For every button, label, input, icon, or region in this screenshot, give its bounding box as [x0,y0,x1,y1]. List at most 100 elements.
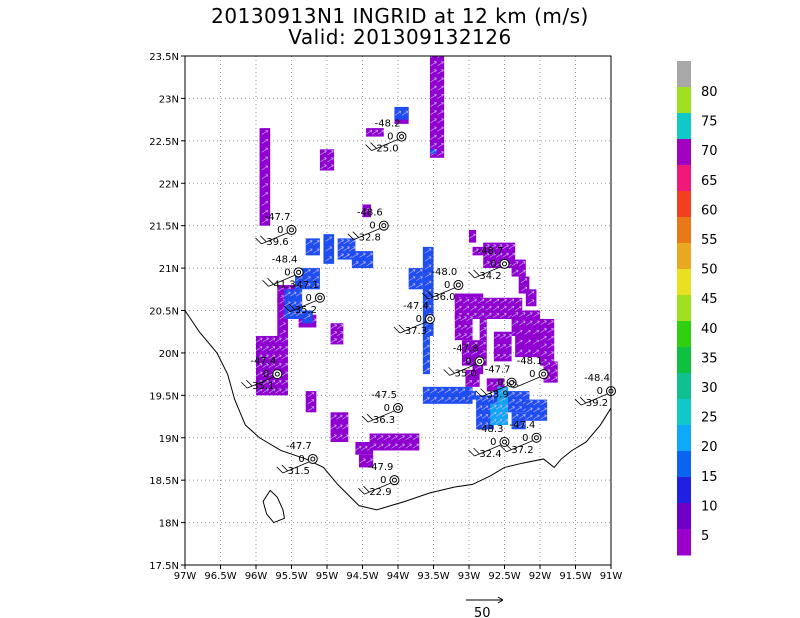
station-pressure: 0 [306,293,312,304]
wind-vector [365,129,373,135]
wind-vector [455,305,462,311]
colorbar-band [677,191,691,218]
wind-vector [268,380,276,385]
wind-vector [437,69,444,75]
wind-vector [423,360,430,365]
wind-vector [290,291,297,297]
station-speed: 39.2 [586,398,608,409]
station-temperature: -47.1 [293,280,319,291]
wind-vector [423,352,430,358]
wind-vector [532,349,540,355]
wind-vector [325,256,333,262]
wind-vector [454,333,462,339]
wind-vector [499,334,506,339]
wind-vector [465,380,473,385]
wind-vector [352,252,359,258]
wind-vector [430,388,437,394]
wind-vector [498,382,505,387]
y-tick-label: 19N [159,434,179,445]
wind-vector [307,399,315,404]
wind-vector [398,443,405,449]
wind-vector [366,252,373,258]
station-inner-circle [296,269,302,275]
wind-vector [366,261,373,267]
wind-vector [524,329,531,335]
station-inner-circle [427,316,433,322]
wind-vector [496,418,503,424]
wind-barb [241,376,274,389]
colorbar-band [677,165,691,192]
wind-vector [330,434,337,440]
wind-vector [275,388,282,394]
station-temperature: -47.9 [368,462,394,473]
wind-vector [359,252,366,258]
wind-vector [320,157,327,163]
wind-vector [533,320,540,326]
wind-vector [304,283,311,289]
wind-vector [366,458,373,464]
wind-vector [327,150,334,156]
x-tick-label: 91W [600,571,623,582]
wind-barb [347,228,380,241]
wind-vector [391,435,398,440]
station-circle [389,475,400,486]
colorbar-label: 55 [701,233,718,248]
wind-vector [409,283,416,289]
wind-vector [437,118,444,124]
wind-vector [277,286,285,292]
wind-vector [430,102,437,107]
wind-vector [455,298,462,304]
station-circle [393,403,403,414]
wind-vector [430,110,437,116]
wind-vector [423,337,430,343]
wind-vector [501,404,509,410]
wind-vector [336,434,343,440]
wind-vector [475,422,483,428]
wind-cell-blue [422,386,473,404]
wind-vector [430,148,437,154]
station-inner-circle [310,456,316,462]
wind-vector [480,326,487,332]
axes: 97W 96.5W 96W 95.5W 95W 94.5W 94W 93.5W 93W 92.5W… [149,52,622,582]
wind-vector [499,353,506,359]
wind-vector [501,411,509,417]
station-pressure: 0 [384,403,390,414]
wind-vector [342,434,349,440]
wind-vector [423,367,430,373]
station-pressure: 0 [380,475,386,486]
wind-barb [393,321,427,334]
wind-vector [481,405,489,411]
wind-vector [444,388,451,394]
wind-vector [532,339,540,345]
station-pressure: 0 [522,433,528,444]
wind-vector [437,85,444,91]
wind-vector [325,236,333,242]
y-tick-label: 21.5N [149,222,179,233]
observation-station: -47.4 037.3 [393,301,435,337]
wind-cell-purple [358,454,374,468]
wind-barb [262,274,295,287]
x-tick-label: 93.5W [417,571,449,582]
observation-station: -47.9 022.9 [358,462,400,498]
wind-vector [261,183,269,189]
wind-vector [430,126,437,132]
wind-vector [480,319,487,325]
wind-vector [261,174,269,180]
wind-vector [492,305,500,311]
wind-vector [505,343,512,349]
wind-vector [343,253,350,259]
wind-vector [472,248,479,254]
wind-vector [325,246,333,252]
wind-vector [337,239,344,245]
station-inner-circle [502,439,507,445]
y-tick-label: 18.5N [149,476,179,487]
station-temperature: -48.1 [517,356,543,367]
wind-vector [281,371,289,377]
colorbar-band [677,399,691,426]
colorbar-band [677,243,691,270]
station-circle [506,377,517,388]
colorbar-band [677,529,691,556]
wind-barb [574,393,608,406]
wind-vector [275,380,282,385]
wind-vector [499,388,506,394]
